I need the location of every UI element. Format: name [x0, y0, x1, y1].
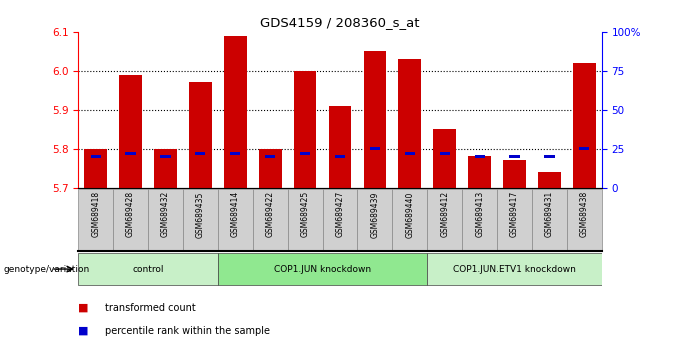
Bar: [84, 149, 107, 188]
Text: GSM689439: GSM689439: [371, 191, 379, 238]
Bar: [224, 36, 247, 188]
Text: GSM689435: GSM689435: [196, 191, 205, 238]
Bar: [358, 189, 392, 251]
Bar: [573, 63, 596, 188]
Bar: [322, 189, 358, 251]
Bar: [475, 155, 485, 158]
Text: GSM689431: GSM689431: [545, 191, 554, 238]
Text: GSM689418: GSM689418: [91, 191, 100, 238]
Bar: [392, 189, 427, 251]
Text: GSM689440: GSM689440: [405, 191, 414, 238]
Bar: [427, 253, 602, 285]
Bar: [398, 59, 421, 188]
Bar: [497, 189, 532, 251]
Bar: [294, 71, 316, 188]
Bar: [579, 147, 590, 150]
Bar: [538, 172, 561, 188]
Bar: [503, 160, 526, 188]
Title: GDS4159 / 208360_s_at: GDS4159 / 208360_s_at: [260, 16, 420, 29]
Text: GSM689432: GSM689432: [161, 191, 170, 238]
Bar: [230, 152, 241, 155]
Text: GSM689427: GSM689427: [335, 191, 345, 238]
Text: control: control: [133, 264, 164, 274]
Text: ■: ■: [78, 303, 88, 313]
Bar: [532, 189, 567, 251]
Text: GSM689422: GSM689422: [266, 191, 275, 238]
Bar: [433, 129, 456, 188]
Text: transformed count: transformed count: [105, 303, 196, 313]
Bar: [259, 149, 282, 188]
Bar: [427, 189, 462, 251]
Bar: [370, 147, 380, 150]
Bar: [253, 189, 288, 251]
Bar: [405, 152, 415, 155]
Bar: [288, 189, 322, 251]
Text: GSM689417: GSM689417: [510, 191, 519, 238]
Bar: [119, 75, 142, 188]
Bar: [195, 152, 205, 155]
Bar: [439, 152, 450, 155]
Bar: [328, 106, 352, 188]
Bar: [509, 155, 520, 158]
Bar: [218, 189, 253, 251]
Text: GSM689428: GSM689428: [126, 191, 135, 238]
Bar: [300, 152, 310, 155]
Text: genotype/variation: genotype/variation: [3, 264, 90, 274]
Text: COP1.JUN.ETV1 knockdown: COP1.JUN.ETV1 knockdown: [453, 264, 576, 274]
Bar: [567, 189, 602, 251]
Text: GSM689412: GSM689412: [440, 191, 449, 238]
Bar: [544, 155, 555, 158]
Bar: [218, 253, 427, 285]
Bar: [265, 155, 275, 158]
Bar: [160, 155, 171, 158]
Bar: [90, 155, 101, 158]
Bar: [78, 253, 218, 285]
Bar: [364, 51, 386, 188]
Bar: [462, 189, 497, 251]
Bar: [154, 149, 177, 188]
Text: GSM689413: GSM689413: [475, 191, 484, 238]
Bar: [469, 156, 491, 188]
Bar: [183, 189, 218, 251]
Text: percentile rank within the sample: percentile rank within the sample: [105, 326, 271, 336]
Text: GSM689414: GSM689414: [231, 191, 240, 238]
Bar: [125, 152, 136, 155]
Bar: [78, 189, 113, 251]
Text: ■: ■: [78, 326, 88, 336]
Bar: [113, 189, 148, 251]
Text: GSM689438: GSM689438: [580, 191, 589, 238]
Bar: [189, 82, 211, 188]
Bar: [148, 189, 183, 251]
Text: GSM689425: GSM689425: [301, 191, 309, 238]
Bar: [335, 155, 345, 158]
Text: COP1.JUN knockdown: COP1.JUN knockdown: [274, 264, 371, 274]
